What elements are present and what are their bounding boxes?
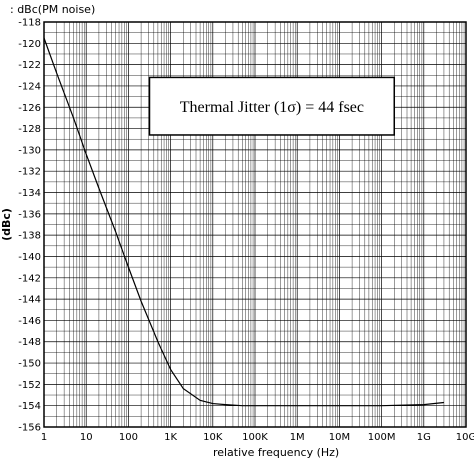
- x-tick-label: 10G: [456, 432, 474, 443]
- y-tick-label: -148: [18, 337, 41, 348]
- chart-title: : dBc(PM noise): [10, 3, 95, 16]
- x-tick-label: 1G: [417, 432, 431, 443]
- y-tick-label: -124: [18, 81, 41, 92]
- y-tick-label: -154: [18, 401, 41, 412]
- series-line: [43, 37, 444, 407]
- plot-frame: [43, 21, 467, 428]
- x-tick-label: 10K: [203, 432, 223, 443]
- y-tick-label: -144: [18, 295, 41, 306]
- y-tick-label: -146: [18, 316, 41, 327]
- y-tick-label: -152: [18, 380, 41, 391]
- y-axis-label: (dBc): [0, 208, 13, 241]
- y-tick-label: -128: [18, 124, 41, 135]
- y-tick-label: -122: [18, 60, 41, 71]
- annotation-text: Thermal Jitter (1σ) = 44 fsec: [180, 99, 364, 116]
- y-tick-label: -138: [18, 231, 41, 242]
- y-tick-label: -136: [18, 209, 41, 220]
- y-tick-label: -140: [18, 252, 41, 263]
- annotation-box: Thermal Jitter (1σ) = 44 fsec: [148, 76, 396, 136]
- y-tick-label: -150: [18, 359, 41, 370]
- x-tick-label: 10: [80, 432, 93, 443]
- x-axis: 1 10 100 1K 10K 100K 1M 10M 100M 1G 10G: [41, 432, 474, 443]
- x-tick-label: 10M: [329, 432, 350, 443]
- x-tick-label: 1M: [290, 432, 305, 443]
- x-tick-label: 100: [119, 432, 138, 443]
- y-tick-label: -132: [18, 167, 41, 178]
- y-tick-label: -126: [18, 103, 41, 114]
- x-axis-label: relative frequency (Hz): [213, 446, 339, 459]
- y-axis: -118 -120 -122 -124 -126 -128 -130 -132 -134 -136…: [18, 18, 41, 434]
- y-tick-label: -142: [18, 273, 41, 284]
- y-tick-label: -130: [18, 145, 41, 156]
- y-tick-label: -118: [18, 18, 41, 29]
- x-tick-label: 100K: [242, 432, 268, 443]
- y-tick-label: -120: [18, 39, 41, 50]
- y-tick-label: -134: [18, 188, 41, 199]
- x-tick-label: 1: [41, 432, 47, 443]
- y-tick-label: -156: [18, 423, 41, 434]
- x-tick-label: 1K: [164, 432, 177, 443]
- x-tick-label: 100M: [368, 432, 396, 443]
